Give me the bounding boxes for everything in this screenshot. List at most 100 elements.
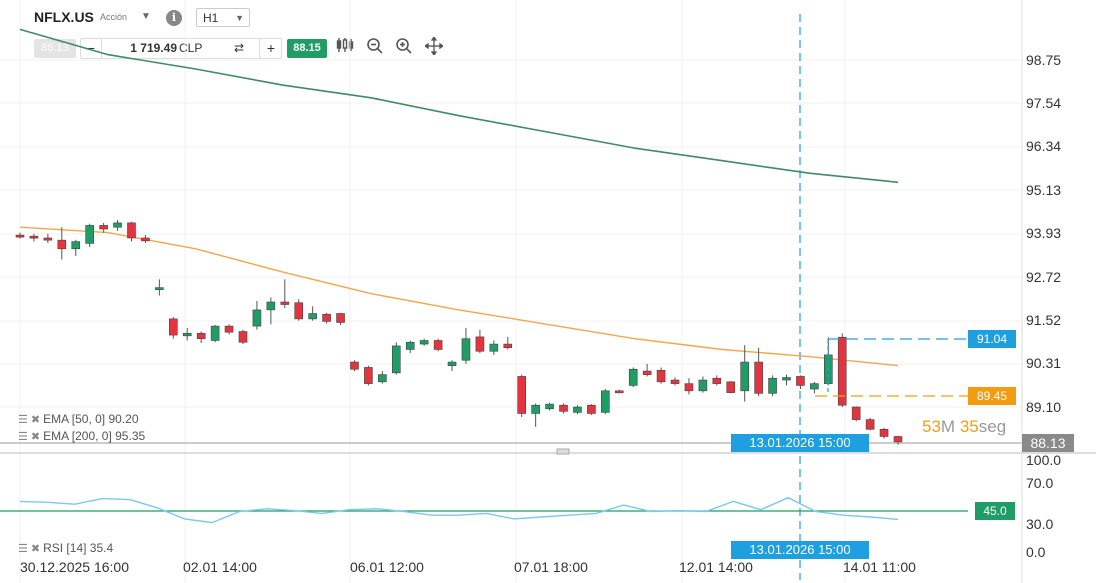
symbol-name[interactable]: NFLX.US bbox=[34, 9, 94, 25]
candle-body bbox=[461, 338, 471, 361]
candle bbox=[15, 232, 25, 239]
price-axis-label: 95.13 bbox=[1026, 182, 1062, 198]
candle-body bbox=[628, 368, 638, 386]
candle-body bbox=[879, 428, 889, 437]
candle bbox=[810, 381, 819, 394]
price-axis-label: 98.75 bbox=[1026, 52, 1062, 68]
level-a-price-tag[interactable]: 91.04 bbox=[968, 330, 1016, 348]
candle-body bbox=[57, 239, 67, 250]
settings-icon[interactable]: ☰ bbox=[18, 543, 28, 555]
candle-body bbox=[851, 406, 861, 420]
settings-icon[interactable]: ☰ bbox=[18, 414, 28, 426]
ema200-path bbox=[19, 28, 899, 184]
ema200-line bbox=[19, 28, 899, 184]
decrease-amount-button[interactable]: − bbox=[81, 39, 102, 58]
rsi-legend[interactable]: ☰ ✖ RSI [14] 35.4 bbox=[18, 541, 113, 555]
candle-body bbox=[893, 436, 903, 443]
rsi-legend-text: RSI [14] 35.4 bbox=[43, 541, 114, 555]
candle-body bbox=[99, 225, 108, 230]
candle-body bbox=[489, 343, 499, 352]
price-axis-label: 97.54 bbox=[1026, 95, 1062, 111]
candle-body bbox=[684, 383, 694, 392]
candle bbox=[280, 279, 290, 309]
candle bbox=[740, 345, 749, 402]
candle bbox=[182, 327, 192, 341]
zoom-out-icon[interactable] bbox=[364, 37, 386, 59]
candle bbox=[698, 376, 708, 393]
candle-body bbox=[782, 377, 791, 381]
close-icon[interactable]: ✖ bbox=[30, 543, 41, 555]
candle bbox=[350, 360, 359, 372]
candlestick-type-icon[interactable] bbox=[334, 37, 356, 59]
candle bbox=[378, 371, 387, 384]
candle bbox=[754, 347, 763, 397]
candle-body bbox=[545, 403, 554, 410]
chevron-down-icon[interactable]: ▼ bbox=[141, 11, 151, 22]
candle-body bbox=[224, 325, 234, 333]
candle bbox=[85, 223, 94, 247]
candle bbox=[433, 338, 443, 352]
rsi-level-tag[interactable]: 45.0 bbox=[975, 502, 1015, 520]
candle bbox=[447, 360, 457, 372]
increase-amount-button[interactable]: + bbox=[259, 39, 282, 58]
candle bbox=[489, 340, 499, 355]
candle bbox=[837, 333, 847, 407]
candle-body bbox=[252, 309, 262, 327]
ema200-legend[interactable]: ☰ ✖ EMA [200, 0] 95.35 bbox=[18, 429, 145, 443]
swap-icon[interactable]: ⇄ bbox=[233, 41, 245, 55]
candle-body bbox=[837, 336, 847, 406]
rsi-axis-label: 0.0 bbox=[1026, 544, 1046, 560]
candle-body bbox=[85, 225, 94, 244]
order-amount-group bbox=[80, 38, 282, 59]
candle bbox=[210, 325, 220, 343]
pane-resize-handle[interactable] bbox=[556, 448, 570, 455]
candle bbox=[308, 306, 317, 321]
time-axis-label: 07.01 18:00 bbox=[514, 559, 588, 575]
time-axis-label: 14.01 11:00 bbox=[843, 559, 916, 575]
level-b-price-tag[interactable]: 89.45 bbox=[968, 387, 1016, 405]
candle bbox=[475, 329, 485, 354]
buy-price-button[interactable]: 88.15 bbox=[287, 39, 327, 58]
candle bbox=[670, 377, 680, 386]
chart-grid bbox=[0, 0, 1022, 583]
candle-body bbox=[29, 235, 39, 239]
candle bbox=[726, 381, 736, 394]
ema50-legend-text: EMA [50, 0] 90.20 bbox=[43, 412, 139, 426]
sell-price-button[interactable]: 88.13 bbox=[34, 39, 76, 58]
rsi-axis-label: 70.0 bbox=[1026, 475, 1054, 491]
candle bbox=[517, 374, 527, 418]
candle-body bbox=[169, 318, 178, 336]
close-icon[interactable]: ✖ bbox=[30, 414, 41, 426]
info-icon[interactable]: i bbox=[166, 10, 182, 26]
ema50-legend[interactable]: ☰ ✖ EMA [50, 0] 90.20 bbox=[18, 412, 139, 426]
candle-body bbox=[559, 404, 568, 412]
pan-move-icon[interactable] bbox=[423, 35, 445, 59]
candle-body bbox=[433, 340, 443, 350]
candle-body bbox=[182, 332, 192, 337]
candle bbox=[266, 297, 276, 325]
candle bbox=[503, 336, 513, 350]
candle-body bbox=[796, 376, 805, 386]
candle bbox=[113, 220, 122, 231]
candle bbox=[71, 239, 81, 256]
zoom-in-icon[interactable] bbox=[393, 37, 415, 59]
candle-body bbox=[656, 370, 666, 383]
amount-input[interactable]: 1 719.49 bbox=[130, 41, 177, 55]
price-axis-label: 90.31 bbox=[1026, 355, 1062, 371]
candle bbox=[601, 389, 610, 415]
candle bbox=[656, 367, 666, 384]
candle-body bbox=[322, 313, 331, 322]
timeframe-select[interactable]: H1 ▼ bbox=[196, 8, 250, 27]
candle-body bbox=[810, 383, 819, 390]
candle bbox=[294, 299, 304, 321]
settings-icon[interactable]: ☰ bbox=[18, 431, 28, 443]
candle-body bbox=[670, 379, 680, 384]
candle-body bbox=[210, 325, 220, 341]
candle-body bbox=[531, 404, 540, 414]
candle bbox=[196, 331, 206, 343]
countdown-minutes: 53 bbox=[922, 417, 941, 436]
candle-countdown: 53M 35seg bbox=[922, 417, 1006, 437]
close-icon[interactable]: ✖ bbox=[30, 431, 41, 443]
candle bbox=[642, 363, 652, 377]
